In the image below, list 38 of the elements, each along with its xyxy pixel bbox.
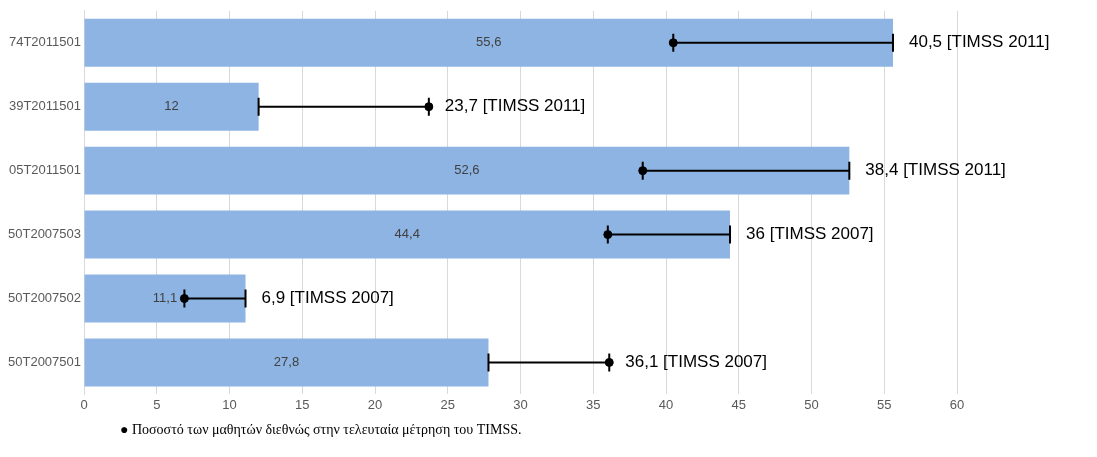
annotation: 36 [TIMSS 2007]	[746, 224, 874, 244]
x-tick-label: 45	[731, 396, 746, 412]
y-tick-label: 50T2007502	[8, 290, 82, 306]
data-label: 27,8	[273, 354, 300, 370]
x-tick-label: 50	[804, 396, 819, 412]
text: ● Ποσοστό των μαθητών διεθνώς στην τελευταία μέτρηση του TIMSS.	[119, 422, 523, 438]
data-label: 11,1	[152, 290, 178, 306]
x-tick-label: 40	[658, 396, 674, 412]
x-tick-label: 0	[80, 396, 88, 412]
bar	[84, 338, 489, 387]
data-label: 55,6	[476, 34, 502, 50]
x-tick-label: 25	[440, 396, 455, 412]
data-label: 44,4	[394, 226, 420, 242]
annotation: 38,4 [TIMSS 2011]	[865, 160, 1006, 180]
bar	[84, 210, 731, 259]
x-tick-label: 10	[222, 396, 237, 412]
annotation: 23,7 [TIMSS 2011]	[444, 96, 586, 116]
x-tick-label: 15	[295, 396, 310, 412]
y-tick-label: 39T2011501	[8, 98, 82, 114]
bar	[84, 146, 850, 195]
x-tick-label: 30	[513, 396, 528, 412]
y-tick-label: 50T2007501	[8, 354, 82, 370]
annotation: 40,5 [TIMSS 2011]	[908, 32, 1050, 52]
x-tick-label: 20	[367, 396, 383, 412]
data-label: 52,6	[454, 162, 480, 178]
annotation: 36,1 [TIMSS 2007]	[625, 352, 768, 372]
x-tick-label: 5	[153, 396, 161, 412]
bar	[84, 18, 893, 67]
bar	[84, 82, 259, 131]
annotation: 6,9 [TIMSS 2007]	[261, 288, 394, 308]
x-tick-label: 55	[877, 396, 892, 412]
x-tick-label: 35	[586, 396, 601, 412]
data-label: 12	[164, 98, 179, 114]
x-tick-label: 60	[949, 396, 965, 412]
y-tick-label: 74T2011501	[8, 34, 82, 50]
y-tick-label: 05T2011501	[8, 162, 82, 178]
y-tick-label: 50T2007503	[8, 226, 82, 242]
bar	[84, 274, 246, 323]
